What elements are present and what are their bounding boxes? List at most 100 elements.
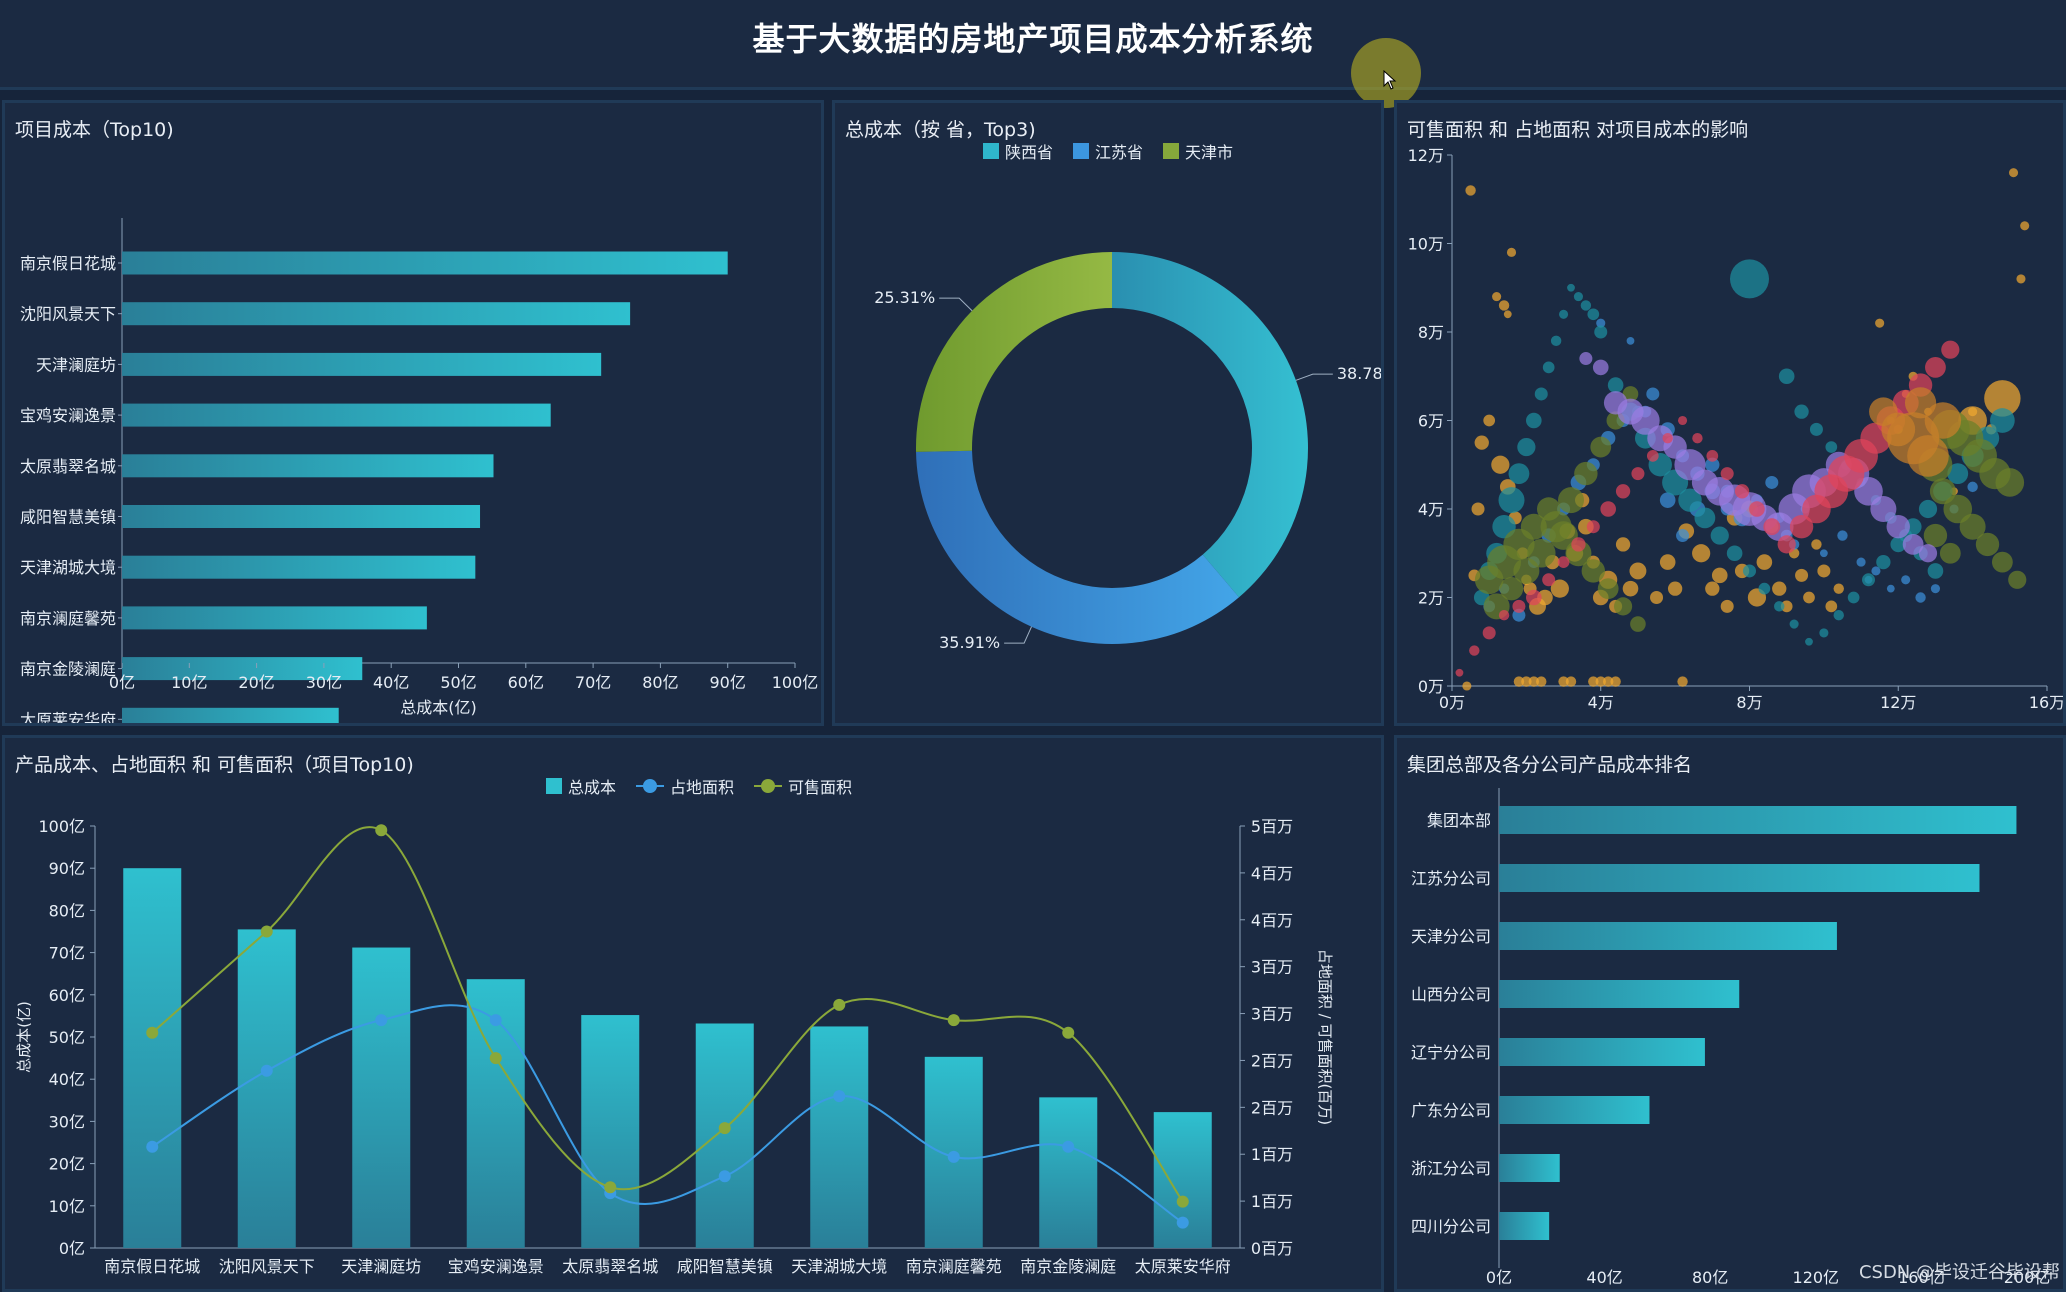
y-tick-label: 6万 — [1418, 412, 1444, 431]
panel-combo: 产品成本、占地面积 和 可售面积（项目Top10) 总成本 占地面积 可售面积 0亿… — [2, 735, 1384, 1292]
scatter-point — [1574, 461, 1598, 486]
bar — [1499, 1154, 1560, 1182]
scatter-point — [1542, 361, 1555, 374]
x-tick-label: 80亿 — [642, 673, 678, 692]
category-label: 四川分公司 — [1411, 1217, 1491, 1236]
category-label: 太原翡翠名城 — [20, 457, 116, 476]
scatter-point — [1667, 581, 1683, 596]
scatter-point — [1995, 468, 2025, 497]
scatter-point — [1789, 619, 1799, 629]
category-label: 南京金陵澜庭 — [1020, 1257, 1116, 1276]
legend-swatch — [1073, 143, 1090, 159]
scatter-point — [1772, 581, 1787, 596]
category-label: 太原莱安华府 — [1135, 1257, 1231, 1276]
y2-tick-label: 4百万 — [1251, 911, 1293, 930]
scatter-point — [1819, 549, 1828, 558]
bar — [122, 505, 481, 528]
scatter-point — [1492, 292, 1502, 302]
scatter-point — [1534, 387, 1548, 401]
line-point — [1176, 1216, 1189, 1229]
top10-bar-chart: 南京假日花城沈阳风景天下天津澜庭坊宝鸡安澜逸景太原翡翠名城咸阳智慧美镇天津湖城大… — [20, 218, 818, 723]
legend-item[interactable]: 天津市 — [1163, 139, 1233, 163]
scatter-point — [1659, 554, 1676, 570]
line-point — [718, 1122, 731, 1135]
scatter-point — [1559, 309, 1569, 319]
x-tick-label: 80亿 — [1692, 1268, 1728, 1287]
scatter-point — [1959, 513, 1986, 540]
scatter-point — [1876, 554, 1891, 570]
scatter-point — [1904, 387, 1937, 419]
x-tick-label: 60亿 — [508, 673, 544, 692]
x-tick-label: 50亿 — [440, 673, 476, 692]
donut-slice — [916, 252, 1112, 452]
category-label: 浙江分公司 — [1411, 1159, 1491, 1178]
scatter-point — [1607, 377, 1624, 393]
x-tick-label: 8万 — [1736, 693, 1762, 712]
x-tick-label: 160亿 — [1898, 1268, 1945, 1287]
panel-title: 可售面积 和 占地面积 对项目成本的影响 — [1407, 119, 1749, 141]
legend-item[interactable]: 可售面积 — [754, 774, 852, 798]
series-line — [151, 1004, 1184, 1224]
line-point — [260, 925, 273, 938]
bar — [1039, 1097, 1098, 1248]
bar — [122, 707, 339, 723]
y-tick-label: 60亿 — [49, 986, 85, 1005]
legend-item[interactable]: 占地面积 — [636, 774, 734, 798]
combo-legend: 总成本 占地面积 可售面积 — [546, 774, 852, 798]
scatter-point — [1875, 318, 1885, 328]
label-leader — [939, 297, 973, 312]
line-point — [1062, 1140, 1075, 1153]
scatter-point — [2008, 168, 2019, 178]
scatter-point — [1659, 492, 1676, 508]
scatter-point — [1587, 308, 1600, 321]
scatter-point — [1811, 539, 1822, 550]
label-leader — [1295, 373, 1333, 381]
scatter-point — [1526, 412, 1542, 429]
legend-item[interactable]: 陕西省 — [983, 139, 1053, 163]
scatter-point — [1465, 185, 1476, 196]
scatter-point — [1469, 645, 1480, 656]
legend-label: 天津市 — [1185, 143, 1234, 162]
category-label: 集团本部 — [1427, 811, 1491, 830]
scatter-point — [1915, 592, 1926, 603]
scatter-point — [1692, 433, 1703, 444]
scatter-point — [1550, 579, 1569, 598]
scatter-point — [1630, 616, 1646, 632]
scatter-point — [1455, 668, 1464, 677]
scatter-point — [1780, 600, 1793, 613]
category-label: 天津澜庭坊 — [36, 355, 116, 374]
legend-label: 江苏省 — [1095, 143, 1144, 162]
scatter-point — [1825, 441, 1838, 453]
scatter-point — [2008, 570, 2027, 589]
scatter-point — [1491, 455, 1510, 474]
scatter-point — [1758, 582, 1771, 595]
panel-company-rank: 集团总部及各分公司产品成本排名 集团本部 江苏分公司 天津分公司 山西分公司 辽宁分公司… — [1394, 735, 2066, 1292]
scatter-point — [1720, 599, 1734, 613]
watermark: CSDN @毕设迁谷毕设帮 — [1858, 1262, 2060, 1283]
legend-item[interactable]: 总成本 — [546, 774, 616, 798]
y2-tick-label: 1百万 — [1251, 1145, 1293, 1164]
scatter-point — [1613, 597, 1633, 616]
line-point — [604, 1181, 617, 1194]
x-tick-label: 200亿 — [2004, 1268, 2051, 1287]
y-tick-label: 80亿 — [49, 901, 85, 920]
legend-line-marker — [754, 779, 783, 793]
scatter-point — [1734, 484, 1750, 499]
scatter-point — [1600, 501, 1616, 517]
scatter-point — [1626, 336, 1635, 345]
scatter-point — [1706, 450, 1719, 462]
line-point — [489, 1052, 502, 1065]
scatter-point — [1567, 283, 1575, 292]
scatter-point — [1819, 628, 1829, 638]
scatter-point — [1571, 537, 1586, 552]
category-label: 太原翡翠名城 — [562, 1257, 658, 1276]
scatter-point — [1499, 576, 1524, 601]
category-label: 宝鸡安澜逸景 — [448, 1257, 544, 1276]
scatter-point — [1778, 368, 1795, 385]
bar — [1499, 1038, 1705, 1066]
legend-item[interactable]: 江苏省 — [1073, 139, 1143, 163]
panel-top10-cost: 项目成本（Top10) 南京假日花城 沈阳风景天下 天津澜庭坊 宝鸡安澜逸景 太原翡翠名… — [2, 100, 824, 726]
scatter-point — [1847, 591, 1860, 604]
scatter-point — [1678, 415, 1688, 426]
panel-title: 总成本（按 省，Top3) — [845, 119, 1036, 141]
